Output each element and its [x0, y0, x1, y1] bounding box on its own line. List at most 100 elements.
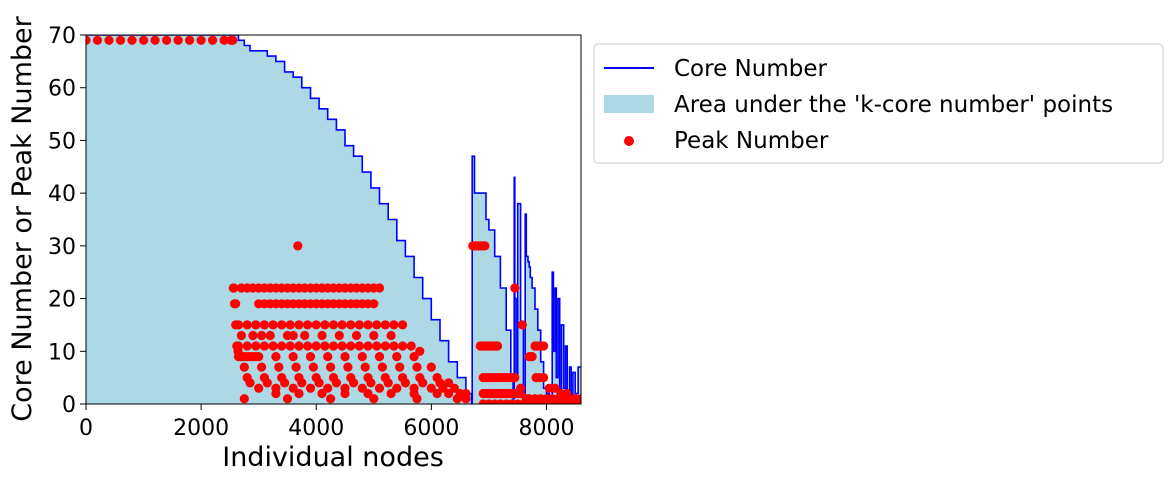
legend-area-label: Area under the 'k-core number' points — [674, 92, 1113, 118]
peak-number-point — [369, 394, 379, 404]
peak-number-point — [527, 352, 537, 362]
peak-number-point — [265, 330, 275, 341]
peak-number-point — [383, 378, 393, 388]
x-axis-label: Individual nodes — [222, 442, 444, 473]
peak-number-point — [326, 394, 336, 404]
peak-number-point — [248, 330, 258, 341]
core-number-line — [86, 35, 581, 404]
peak-number-point — [314, 378, 324, 388]
peak-number-point — [257, 362, 267, 372]
peak-number-point — [208, 35, 218, 45]
peak-number-point — [242, 341, 252, 351]
peak-number-point — [86, 35, 91, 45]
peak-number-point — [233, 341, 244, 351]
legend-core-number-label: Core Number — [674, 56, 827, 82]
x-tick-label: 4000 — [288, 416, 344, 441]
peak-number-point — [334, 330, 344, 341]
peak-number-point — [346, 320, 356, 330]
plot-frame — [85, 34, 582, 405]
peak-number-point — [229, 283, 239, 293]
peak-number-point — [539, 373, 549, 383]
peak-number-point — [285, 320, 295, 330]
peak-number-point — [323, 352, 333, 362]
x-tick-label: 6000 — [403, 416, 459, 441]
peak-number-point — [539, 341, 549, 351]
peak-number-point — [277, 341, 287, 351]
legend-peak-number-swatch — [624, 136, 634, 146]
peak-number-point — [282, 394, 293, 404]
peak-number-point — [372, 341, 382, 351]
peak-number-point — [517, 320, 527, 330]
peak-number-point — [239, 362, 249, 372]
y-tick-label: 60 — [48, 77, 76, 102]
peak-number-point — [516, 383, 526, 393]
peak-number-point — [92, 35, 103, 45]
peak-number-point — [257, 330, 267, 341]
peak-number-point — [363, 341, 373, 351]
peak-number-point — [285, 341, 295, 351]
peak-number-point — [288, 352, 298, 362]
peak-number-point — [432, 388, 442, 399]
peak-number-point — [139, 35, 149, 45]
peak-number-point — [317, 330, 327, 341]
peak-number-point — [374, 283, 385, 293]
peak-number-point — [268, 341, 278, 351]
peak-number-point — [173, 35, 183, 45]
y-tick-label: 20 — [48, 288, 76, 313]
peak-number-point — [251, 320, 261, 330]
peak-number-point — [305, 352, 316, 362]
peak-number-point — [162, 35, 172, 45]
peak-number-point — [412, 362, 422, 372]
peak-number-point — [259, 341, 269, 351]
peak-number-point — [317, 388, 327, 399]
peak-number-point — [354, 320, 364, 330]
peak-number-point — [461, 394, 471, 404]
peak-number-point — [300, 330, 310, 341]
peak-number-point — [233, 320, 244, 330]
peak-number-point — [386, 330, 396, 341]
peak-number-point — [492, 341, 503, 351]
peak-number-point — [426, 383, 436, 393]
peak-number-point — [311, 320, 321, 330]
peak-number-point — [293, 241, 303, 251]
peak-number-point — [127, 35, 137, 45]
peak-number-point — [185, 35, 195, 45]
peak-number-point — [346, 341, 356, 351]
peak-number-point — [480, 241, 490, 251]
peak-number-point — [219, 35, 229, 45]
legend-peak-number-label: Peak Number — [674, 128, 829, 154]
peak-number-point — [331, 378, 341, 388]
peak-number-point — [305, 383, 316, 393]
peak-number-point — [320, 320, 330, 330]
peak-number-point — [288, 383, 298, 393]
peak-number-point — [380, 320, 390, 330]
peak-number-point — [231, 299, 241, 309]
peak-number-point — [389, 320, 399, 330]
peak-number-point — [412, 394, 422, 404]
peak-number-point — [366, 378, 376, 388]
peak-number-point — [452, 394, 462, 404]
peak-number-point — [389, 341, 399, 351]
peak-number-point — [271, 388, 281, 399]
peak-number-point — [280, 378, 290, 388]
peak-number-point — [377, 362, 387, 372]
peak-number-points — [86, 35, 581, 404]
peak-number-point — [550, 383, 560, 393]
peak-number-point — [392, 352, 402, 362]
peak-number-point — [337, 341, 347, 351]
peak-number-point — [374, 352, 385, 362]
y-axis: 0 10 20 30 40 50 60 70 — [48, 24, 86, 418]
y-tick-label: 40 — [48, 182, 76, 207]
peak-number-point — [294, 320, 304, 330]
peak-number-point — [374, 383, 385, 393]
peak-number-point — [418, 378, 428, 388]
peak-number-point — [268, 320, 278, 330]
legend-area-swatch — [604, 95, 654, 113]
peak-number-point — [104, 35, 114, 45]
peak-number-point — [308, 362, 318, 372]
legend-frame — [593, 43, 1164, 164]
peak-number-point — [311, 341, 321, 351]
x-tick-label: 2000 — [173, 416, 229, 441]
peak-number-point — [236, 330, 246, 341]
